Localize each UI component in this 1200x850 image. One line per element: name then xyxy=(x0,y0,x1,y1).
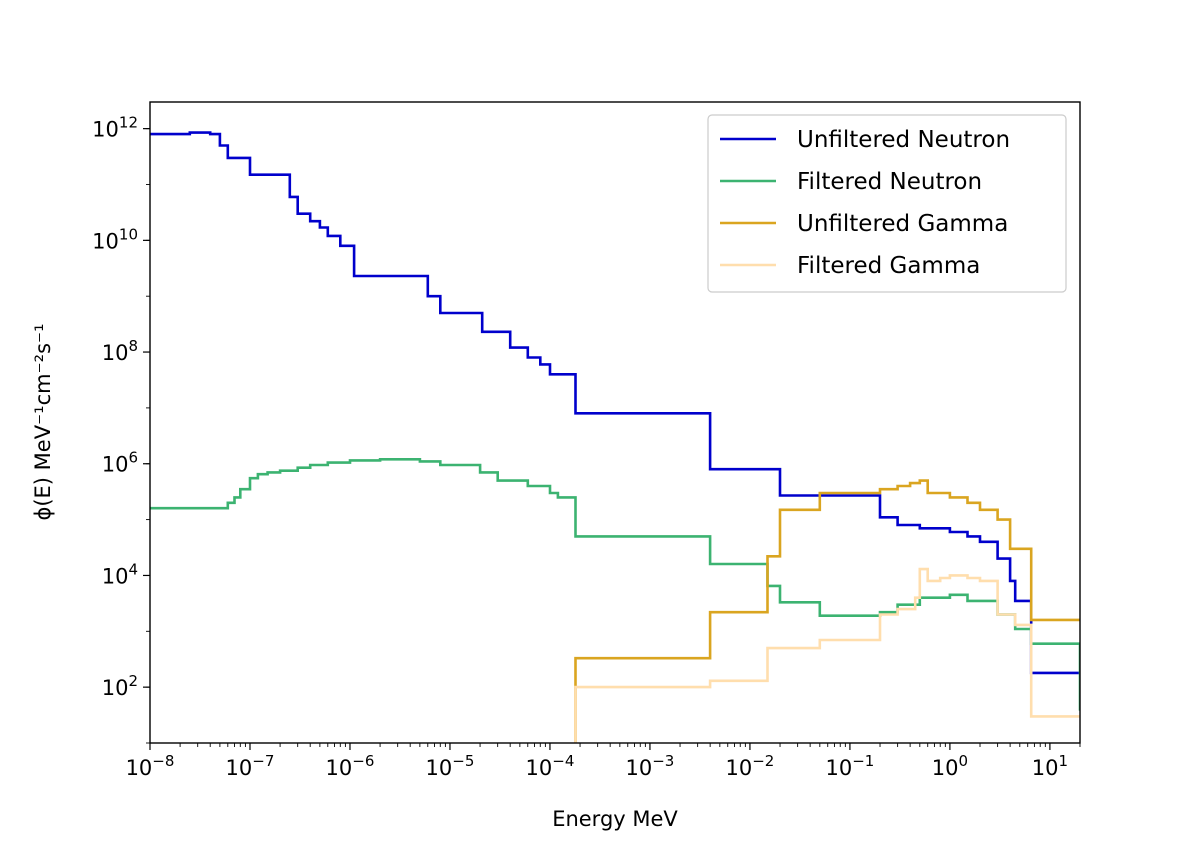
series-line-unfiltered-gamma xyxy=(574,479,1080,743)
x-tick-label: 10−2 xyxy=(726,752,775,780)
legend-entry-label: Unfiltered Neutron xyxy=(797,127,1010,153)
x-tick-label: 100 xyxy=(932,752,968,780)
y-tick-label: 102 xyxy=(102,672,138,700)
legend: Unfiltered Neutron Filtered Neutron Unfilt… xyxy=(707,114,1067,293)
x-tick-label: 10−5 xyxy=(426,752,475,780)
y-tick-label: 104 xyxy=(102,560,138,588)
legend-entry-label: Filtered Neutron xyxy=(797,169,982,195)
series-line-filtered-gamma xyxy=(574,567,1080,743)
y-axis: 102 104 106 108 1010 1012 xyxy=(92,114,150,744)
legend-entry-label: Unfiltered Gamma xyxy=(797,211,1008,237)
y-tick-label: 108 xyxy=(102,337,138,365)
series-line-unfiltered-neutron xyxy=(150,131,1080,675)
plot-frame xyxy=(149,101,1081,744)
y-tick-label: 106 xyxy=(102,449,138,477)
x-tick-label: 10−4 xyxy=(526,752,575,780)
x-tick-label: 10−6 xyxy=(326,752,375,780)
x-tick-label: 10−3 xyxy=(626,752,675,780)
x-tick-label: 101 xyxy=(1032,752,1068,780)
legend-entry-label: Filtered Gamma xyxy=(797,253,980,279)
x-tick-label: 10−8 xyxy=(126,752,175,780)
y-tick-label: 1010 xyxy=(92,225,138,253)
x-axis: 10−8 10−7 10−6 10−5 10−4 10−3 10−2 10−1 100 101 xyxy=(126,743,1081,780)
x-tick-label: 10−1 xyxy=(825,752,874,780)
x-axis-label: Energy MeV xyxy=(552,807,678,831)
plot-area xyxy=(149,101,1081,744)
series-line-filtered-neutron xyxy=(150,458,1080,711)
y-axis-label: ϕ(E) MeV⁻¹cm⁻²s⁻¹ xyxy=(31,323,55,520)
x-tick-label: 10−7 xyxy=(226,752,275,780)
legend-box xyxy=(707,114,1067,293)
y-tick-label: 1012 xyxy=(92,114,138,142)
